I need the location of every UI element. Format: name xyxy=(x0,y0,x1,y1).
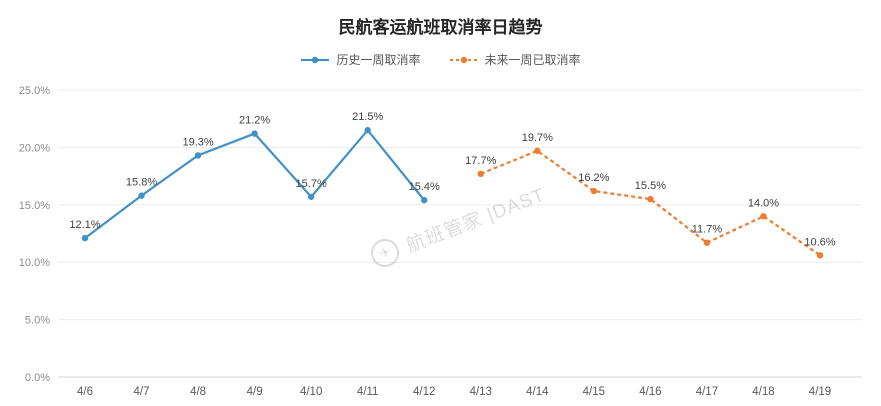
data-label: 19.7% xyxy=(522,132,553,144)
series-marker-0 xyxy=(307,193,315,200)
y-axis-tick: 20.0% xyxy=(19,142,50,154)
series-marker-0 xyxy=(364,126,371,134)
series-marker-1 xyxy=(477,170,484,178)
legend-swatch-dashed-line-icon xyxy=(449,56,478,63)
x-axis-tick: 4/6 xyxy=(77,386,93,398)
chart-canvas: 0.0% 5.0% 10.0% 15.0% 20.0% 25.0% 4/6 4/7 4/8 4/9… xyxy=(19,85,862,398)
series-marker-0 xyxy=(251,130,258,137)
series-marker-1 xyxy=(703,239,711,246)
data-label: 21.2% xyxy=(239,115,270,127)
x-axis-tick: 4/18 xyxy=(752,386,774,398)
y-axis-tick: 5.0% xyxy=(25,315,50,327)
data-label: 15.7% xyxy=(296,178,327,190)
data-label: 12.1% xyxy=(69,219,100,231)
data-label: 17.7% xyxy=(465,155,496,167)
series-marker-0 xyxy=(194,152,202,159)
y-axis-tick: 15.0% xyxy=(19,200,50,212)
series-marker-1 xyxy=(760,213,767,220)
x-axis-tick: 4/12 xyxy=(413,386,435,398)
x-axis-tick: 4/13 xyxy=(470,386,492,398)
data-label: 14.0% xyxy=(748,197,779,209)
data-label: 15.8% xyxy=(126,177,157,189)
series-marker-0 xyxy=(138,192,145,199)
chart-title: 民航客运航班取消率日趋势 xyxy=(338,18,543,37)
series-marker-1 xyxy=(816,252,824,259)
legend-swatch-solid-line-icon xyxy=(301,56,330,63)
x-axis-tick: 4/16 xyxy=(639,386,661,398)
x-axis-tick: 4/9 xyxy=(247,386,263,398)
data-label: 15.4% xyxy=(409,181,440,193)
y-axis-tick: 0.0% xyxy=(25,372,50,384)
data-label: 15.5% xyxy=(635,180,666,192)
data-label: 21.5% xyxy=(352,111,383,123)
series-marker-1 xyxy=(647,195,654,203)
legend-item-future[interactable]: 未来一周已取消率 xyxy=(449,51,581,68)
x-axis-tick: 4/11 xyxy=(357,386,379,398)
legend-label-future: 未来一周已取消率 xyxy=(484,53,581,67)
series-marker-0 xyxy=(81,234,89,242)
x-axis-tick: 4/19 xyxy=(809,386,831,398)
data-label: 16.2% xyxy=(578,172,609,184)
series-marker-1 xyxy=(590,187,598,195)
data-label: 11.7% xyxy=(692,224,723,236)
legend-label-history: 历史一周取消率 xyxy=(336,53,421,67)
y-axis-tick: 10.0% xyxy=(19,257,50,269)
series-marker-1 xyxy=(534,147,541,155)
data-label: 19.3% xyxy=(182,136,213,148)
legend: 历史一周取消率 未来一周已取消率 xyxy=(0,51,881,68)
x-axis-tick: 4/7 xyxy=(134,386,150,398)
x-axis-tick: 4/15 xyxy=(583,386,605,398)
x-axis-tick: 4/8 xyxy=(190,386,206,398)
data-label: 10.6% xyxy=(804,236,835,248)
x-axis-tick: 4/17 xyxy=(696,386,718,398)
x-axis-tick: 4/14 xyxy=(526,386,549,398)
series-marker-0 xyxy=(421,197,428,204)
x-axis-tick: 4/10 xyxy=(300,386,322,398)
legend-item-history[interactable]: 历史一周取消率 xyxy=(300,51,421,68)
y-axis-tick: 25.0% xyxy=(19,85,50,97)
